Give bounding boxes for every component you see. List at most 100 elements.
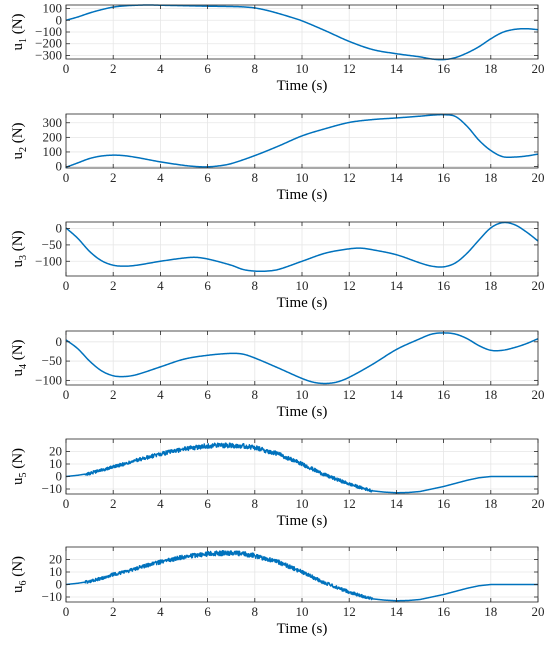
y-axis-label: u5 (N) <box>10 448 29 485</box>
y-axis-label: u4 (N) <box>10 339 29 376</box>
x-tick-label: 6 <box>204 604 211 619</box>
y-tick-label: −50 <box>42 353 62 368</box>
x-tick-label: 18 <box>484 387 497 402</box>
series-line <box>65 221 539 273</box>
x-tick-label: 10 <box>296 61 309 76</box>
x-tick-label: 16 <box>437 387 451 402</box>
x-tick-label: 10 <box>296 496 309 511</box>
x-tick-label: 12 <box>343 278 356 293</box>
x-tick-label: 6 <box>204 387 211 402</box>
y-axis-label: u2 (N) <box>10 122 29 159</box>
x-tick-label: 14 <box>390 387 404 402</box>
x-axis-label: Time (s) <box>277 404 328 420</box>
x-tick-label: 8 <box>252 387 259 402</box>
x-tick-label: 6 <box>204 278 211 293</box>
y-tick-label: 100 <box>43 144 63 159</box>
y-tick-label: 0 <box>56 577 63 592</box>
y-axis-label: u6 (N) <box>10 556 29 593</box>
x-tick-label: 2 <box>110 278 117 293</box>
y-tick-label: 0 <box>56 221 63 236</box>
x-tick-label: 8 <box>252 278 259 293</box>
x-tick-label: 12 <box>343 496 356 511</box>
x-tick-label: 2 <box>110 61 117 76</box>
x-tick-label: 10 <box>296 387 309 402</box>
x-tick-label: 4 <box>157 604 164 619</box>
x-tick-label: 0 <box>63 61 70 76</box>
x-tick-label: 4 <box>157 387 164 402</box>
x-tick-label: 20 <box>532 387 545 402</box>
x-tick-label: 16 <box>437 496 451 511</box>
y-axis-label: u3 (N) <box>10 230 29 267</box>
x-tick-label: 18 <box>484 61 497 76</box>
x-tick-label: 2 <box>110 496 117 511</box>
x-axis-label: Time (s) <box>277 187 328 203</box>
x-tick-label: 2 <box>110 387 117 402</box>
x-axis-label: Time (s) <box>277 295 328 311</box>
x-tick-label: 20 <box>532 278 545 293</box>
x-tick-label: 4 <box>157 278 164 293</box>
series-line <box>65 332 539 385</box>
x-tick-label: 10 <box>296 278 309 293</box>
x-tick-label: 12 <box>343 170 356 185</box>
y-tick-label: 10 <box>49 564 62 579</box>
series-line <box>65 113 539 168</box>
y-tick-label: 300 <box>43 115 63 130</box>
x-tick-label: 0 <box>63 387 70 402</box>
x-tick-label: 18 <box>484 496 497 511</box>
y-tick-label: −200 <box>35 36 62 51</box>
y-tick-label: 20 <box>49 552 62 567</box>
x-tick-label: 4 <box>157 170 164 185</box>
x-tick-label: 18 <box>484 278 497 293</box>
x-tick-label: 16 <box>437 61 451 76</box>
y-tick-label: 0 <box>56 159 63 174</box>
x-tick-label: 12 <box>343 61 356 76</box>
series-line <box>65 550 539 602</box>
y-tick-label: 0 <box>56 12 63 27</box>
x-tick-label: 18 <box>484 170 497 185</box>
x-tick-label: 2 <box>110 170 117 185</box>
x-tick-label: 14 <box>390 604 404 619</box>
x-tick-label: 0 <box>63 604 70 619</box>
x-tick-label: 8 <box>252 61 259 76</box>
y-tick-label: 10 <box>49 456 62 471</box>
x-axis-label: Time (s) <box>277 621 328 637</box>
x-tick-label: 0 <box>63 278 70 293</box>
x-tick-label: 0 <box>63 496 70 511</box>
x-axis-label: Time (s) <box>277 513 328 529</box>
y-tick-label: −10 <box>42 589 62 604</box>
x-tick-label: 20 <box>532 496 545 511</box>
x-tick-label: 10 <box>296 170 309 185</box>
x-tick-label: 6 <box>204 61 211 76</box>
x-tick-label: 16 <box>437 278 451 293</box>
y-tick-label: 20 <box>49 444 62 459</box>
x-tick-label: 0 <box>63 170 70 185</box>
x-tick-label: 4 <box>157 61 164 76</box>
series-line <box>65 442 539 494</box>
x-tick-label: 20 <box>532 604 545 619</box>
x-tick-label: 16 <box>437 604 451 619</box>
x-tick-label: 14 <box>390 61 404 76</box>
y-tick-label: 100 <box>43 1 63 16</box>
y-tick-label: 200 <box>43 129 63 144</box>
x-tick-label: 16 <box>437 170 451 185</box>
x-tick-label: 8 <box>252 496 259 511</box>
y-tick-label: 0 <box>56 469 63 484</box>
x-tick-label: 2 <box>110 604 117 619</box>
y-tick-label: −100 <box>35 372 62 387</box>
x-tick-label: 8 <box>252 170 259 185</box>
x-tick-label: 18 <box>484 604 497 619</box>
x-tick-label: 4 <box>157 496 164 511</box>
y-tick-label: 0 <box>56 334 63 349</box>
x-tick-label: 6 <box>204 496 211 511</box>
x-tick-label: 12 <box>343 387 356 402</box>
y-axis-label: u1 (N) <box>10 13 29 50</box>
y-tick-label: −100 <box>35 24 62 39</box>
x-tick-label: 20 <box>532 170 545 185</box>
x-axis-label: Time (s) <box>277 78 328 94</box>
